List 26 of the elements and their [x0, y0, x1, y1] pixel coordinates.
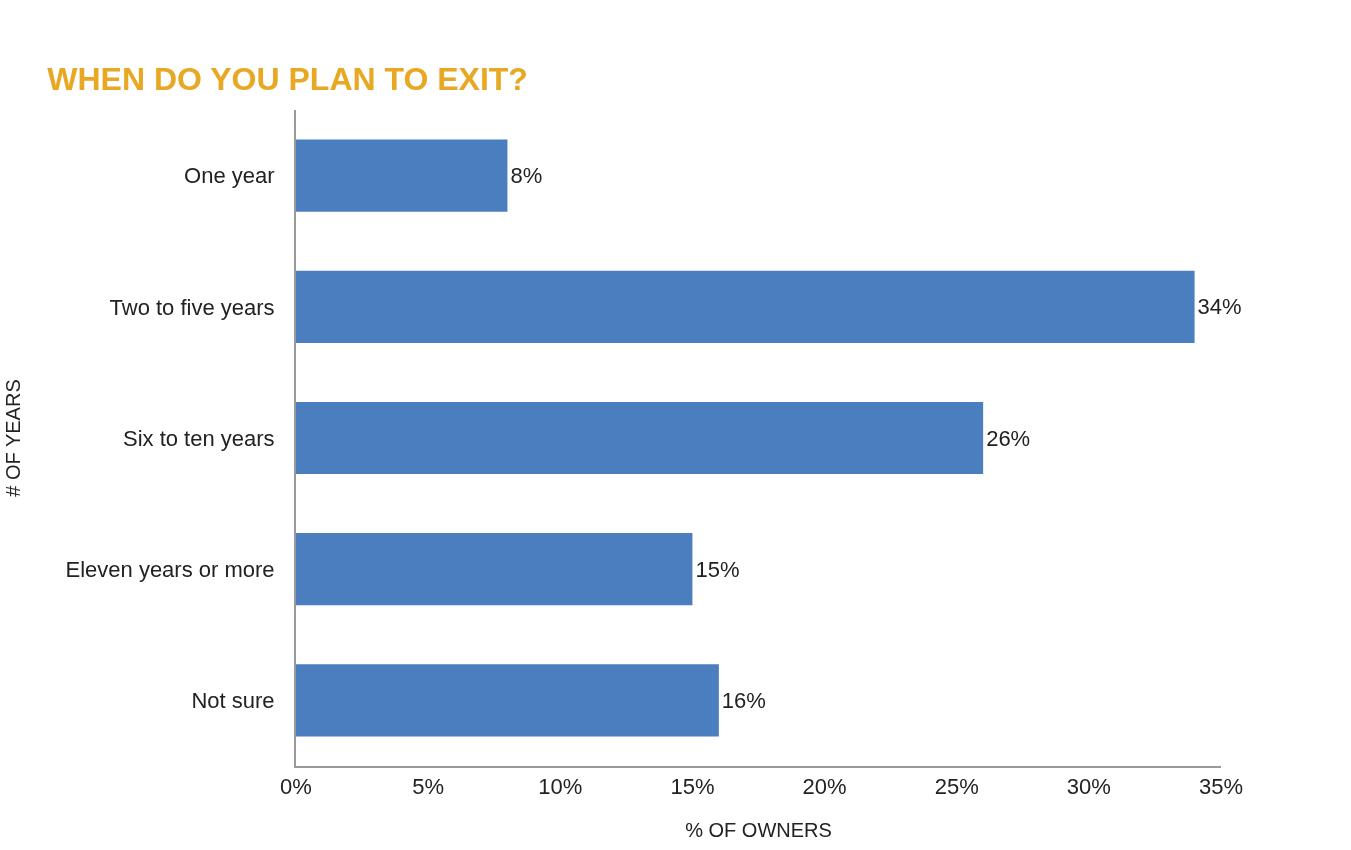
bar	[296, 139, 508, 212]
y-tick-label: Six to ten years	[122, 425, 275, 451]
bar	[296, 401, 984, 475]
x-axis-title: % OF OWNERS	[685, 819, 832, 842]
x-tick-label: 20%	[802, 774, 847, 800]
x-tick-label: 5%	[412, 774, 445, 800]
y-axis-title: # OF YEARS	[1, 379, 24, 497]
bar	[296, 270, 1195, 343]
data-label: 15%	[695, 556, 740, 582]
data-label: 34%	[1197, 294, 1242, 320]
x-tick-label: 25%	[934, 774, 979, 800]
bar	[296, 533, 693, 606]
data-label: 8%	[510, 163, 543, 189]
x-tick-label: 15%	[670, 774, 715, 800]
x-tick-label: 30%	[1066, 774, 1111, 800]
y-tick-label: Two to five years	[109, 294, 275, 320]
y-tick-label: Eleven years or more	[65, 556, 275, 582]
chart-title: WHEN DO YOU PLAN TO EXIT?	[47, 61, 528, 98]
bar	[296, 664, 719, 737]
data-label: 16%	[721, 687, 766, 713]
y-tick-label: One year	[184, 163, 275, 189]
data-label: 26%	[986, 425, 1031, 451]
y-tick-label: Not sure	[191, 688, 275, 714]
x-tick-label: 0%	[280, 774, 312, 800]
x-tick-label: 10%	[538, 774, 583, 800]
x-tick-label: 35%	[1198, 774, 1244, 800]
